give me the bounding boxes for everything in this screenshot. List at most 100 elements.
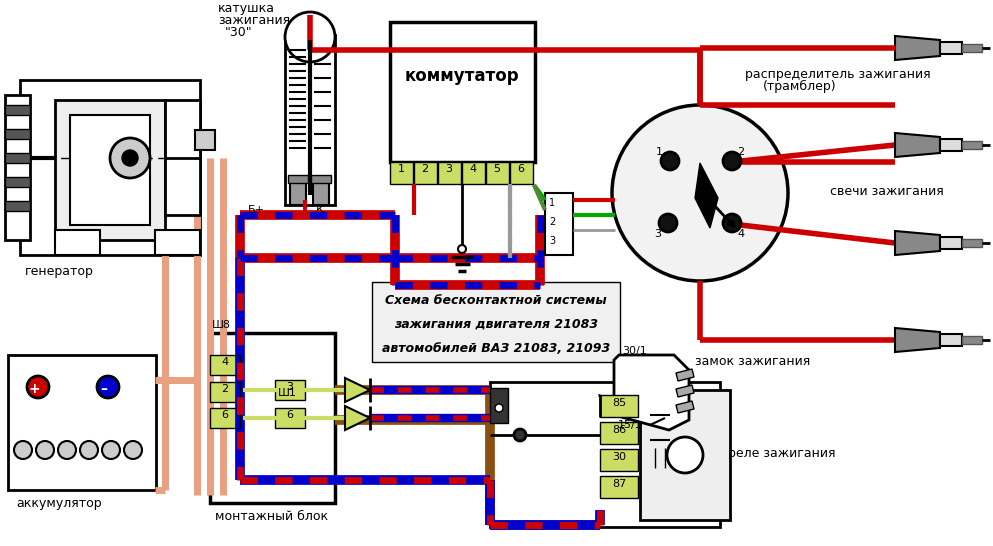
Bar [311, 175, 331, 183]
Bar [962, 239, 982, 247]
Text: +: + [28, 382, 40, 396]
Text: 30/1: 30/1 [622, 346, 646, 356]
Text: реле зажигания: реле зажигания [728, 447, 835, 460]
Circle shape [97, 376, 119, 398]
Text: 2: 2 [421, 164, 429, 174]
Bar [372, 282, 620, 362]
Polygon shape [895, 231, 940, 255]
Text: (трамблер): (трамблер) [763, 80, 837, 93]
Circle shape [36, 441, 54, 459]
Bar [70, 115, 150, 225]
Bar [5, 153, 30, 163]
Bar [275, 380, 305, 400]
Bar [640, 390, 730, 520]
Text: 86: 86 [612, 425, 626, 435]
Text: 4: 4 [470, 164, 477, 174]
Text: Ш1: Ш1 [278, 388, 297, 398]
Circle shape [102, 441, 120, 459]
Bar [414, 162, 437, 184]
Circle shape [58, 441, 76, 459]
Bar [5, 177, 30, 187]
Bar [5, 177, 30, 187]
Bar [8, 355, 156, 490]
Polygon shape [676, 401, 694, 413]
Bar [5, 201, 30, 211]
Circle shape [667, 437, 703, 473]
Bar [940, 42, 962, 54]
Text: свечи зажигания: свечи зажигания [830, 185, 943, 198]
Bar [600, 395, 638, 417]
Bar [414, 162, 437, 184]
Bar [600, 449, 638, 471]
Polygon shape [676, 385, 694, 397]
Bar [5, 129, 30, 139]
Bar [210, 355, 240, 375]
Bar [275, 380, 305, 400]
Bar [545, 193, 573, 255]
Bar [600, 449, 638, 471]
Bar [510, 162, 533, 184]
Bar [462, 162, 485, 184]
Bar [390, 162, 413, 184]
Bar [962, 44, 982, 52]
Text: Б+: Б+ [248, 205, 265, 215]
Bar [285, 35, 335, 205]
Polygon shape [695, 163, 718, 228]
Circle shape [124, 441, 142, 459]
Bar [600, 422, 638, 444]
Bar [210, 382, 240, 402]
Bar [210, 382, 240, 402]
Bar [390, 162, 413, 184]
Bar [55, 100, 165, 240]
Text: 15/1: 15/1 [618, 420, 642, 430]
Bar [462, 162, 485, 184]
Circle shape [495, 404, 503, 412]
Bar [600, 395, 638, 417]
Circle shape [659, 214, 677, 232]
Bar [510, 162, 533, 184]
Circle shape [612, 105, 788, 281]
Bar [490, 382, 720, 527]
Text: 1: 1 [549, 198, 555, 208]
Polygon shape [155, 230, 200, 255]
Circle shape [661, 152, 679, 170]
Bar [486, 162, 509, 184]
Text: 3: 3 [549, 236, 555, 246]
Text: 3: 3 [654, 229, 661, 239]
Bar [210, 355, 240, 375]
Polygon shape [345, 378, 370, 402]
Text: катушка: катушка [218, 2, 275, 15]
Circle shape [80, 441, 98, 459]
Text: распределитель зажигания: распределитель зажигания [745, 68, 930, 81]
Text: 5: 5 [494, 164, 500, 174]
Bar [5, 105, 30, 115]
Bar [390, 22, 535, 162]
Text: аккумулятор: аккумулятор [16, 497, 101, 510]
Bar [600, 476, 638, 498]
Bar [600, 422, 638, 444]
Bar [438, 162, 461, 184]
Text: автомобилей ВАЗ 21083, 21093: автомобилей ВАЗ 21083, 21093 [382, 342, 610, 355]
Text: 6: 6 [287, 410, 294, 420]
Text: 30: 30 [612, 452, 626, 462]
Polygon shape [614, 355, 689, 430]
Bar [5, 153, 30, 163]
Circle shape [285, 12, 335, 62]
Circle shape [458, 245, 466, 253]
Polygon shape [895, 36, 940, 60]
Bar [940, 334, 962, 346]
Bar [5, 129, 30, 139]
Polygon shape [345, 406, 370, 430]
Text: 87: 87 [612, 479, 627, 489]
Polygon shape [5, 95, 30, 240]
Bar [210, 333, 335, 503]
Circle shape [723, 152, 741, 170]
Circle shape [14, 441, 32, 459]
Bar [313, 180, 329, 205]
Text: зажигания двигателя 21083: зажигания двигателя 21083 [394, 318, 598, 331]
Bar [962, 141, 982, 149]
Bar [210, 408, 240, 428]
Bar [290, 180, 306, 205]
Circle shape [27, 376, 49, 398]
Circle shape [723, 214, 741, 232]
